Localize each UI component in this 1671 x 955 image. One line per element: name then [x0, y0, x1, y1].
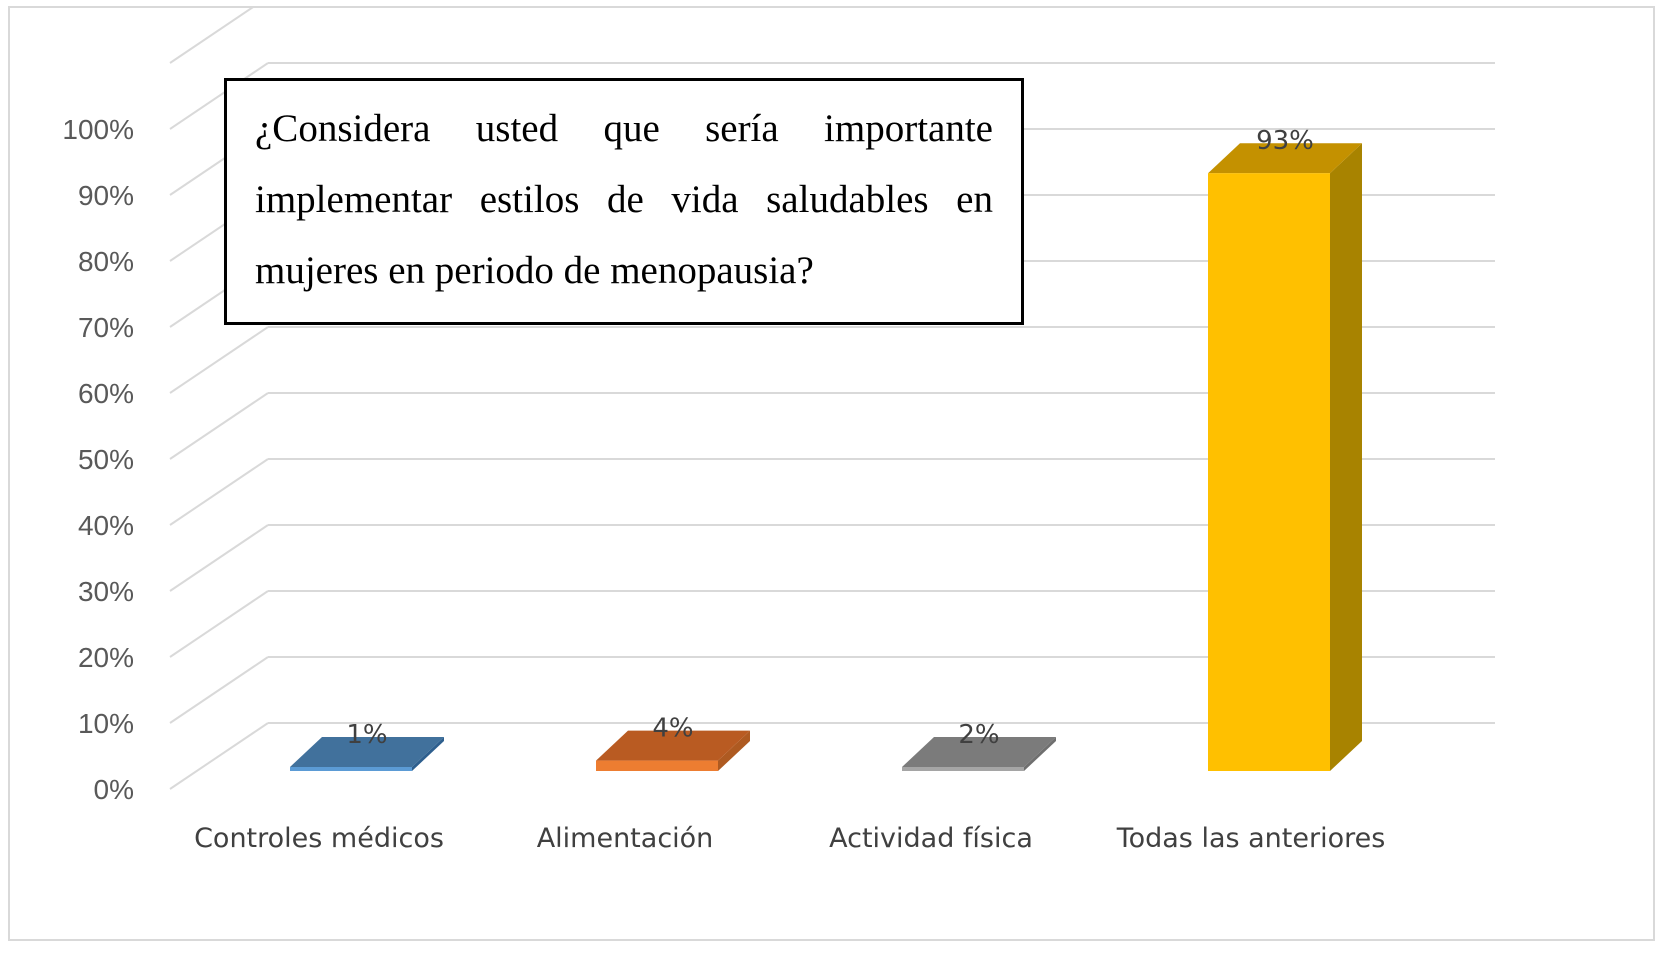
y-tick-label: 60% [78, 378, 134, 409]
x-category-label: Alimentación [537, 823, 714, 854]
data-label: 1% [346, 720, 387, 750]
y-tick-label: 80% [78, 246, 134, 277]
gridline-diagonal [169, 590, 269, 658]
bar-top [1208, 143, 1362, 174]
chart-plot: 0% 10% 20% 30% 40% 50% 60% 70% 80% 90% 100% 1% 4% 2%… [62, 8, 1495, 854]
bars: 1% 4% 2% 93% [290, 126, 1362, 771]
y-tick-label: 70% [78, 312, 134, 343]
y-tick-label: 100% [62, 114, 134, 145]
y-tick-label: 10% [78, 708, 134, 739]
y-tick-label: 40% [78, 510, 134, 541]
bar-side [718, 730, 750, 771]
x-axis-categories: Controles médicos Alimentación Actividad f… [194, 823, 1385, 854]
chart-frame: 0% 10% 20% 30% 40% 50% 60% 70% 80% 90% 100% 1% 4% 2%… [8, 6, 1655, 941]
gridline-diagonal [169, 326, 269, 394]
y-tick-label: 50% [78, 444, 134, 475]
data-label: 2% [958, 720, 999, 750]
bar-side [412, 737, 444, 771]
bar-top [596, 730, 750, 761]
y-tick-label: 90% [78, 180, 134, 211]
x-category-label: Actividad física [829, 823, 1033, 854]
gridline-diagonal [169, 8, 254, 64]
gridline-diagonal [169, 62, 269, 130]
bar [902, 767, 1024, 771]
gridline-diagonal [169, 656, 269, 724]
gridline-diagonal [169, 458, 269, 526]
x-category-label: Todas las anteriores [1116, 823, 1386, 854]
gridline-diagonal [169, 392, 269, 460]
y-tick-label: 0% [94, 774, 134, 805]
data-label: 93% [1256, 126, 1314, 156]
chart-title: ¿Considera usted que sería importante im… [255, 107, 993, 292]
x-category-label: Controles médicos [194, 823, 444, 854]
y-tick-label: 20% [78, 642, 134, 673]
data-label: 4% [652, 714, 693, 744]
bar [290, 767, 412, 771]
y-tick-label: 30% [78, 576, 134, 607]
bar [596, 760, 718, 771]
gridline-diagonal [169, 722, 269, 790]
chart-title-box: ¿Considera usted que sería importante im… [224, 78, 1024, 325]
bar-top [902, 737, 1056, 767]
bar-top [290, 737, 444, 767]
bar [1208, 173, 1330, 771]
bar-side [1024, 737, 1056, 771]
y-axis-ticks: 0% 10% 20% 30% 40% 50% 60% 70% 80% 90% 100% [62, 114, 134, 805]
gridline-diagonal [169, 524, 269, 592]
bar-side [1330, 143, 1362, 771]
